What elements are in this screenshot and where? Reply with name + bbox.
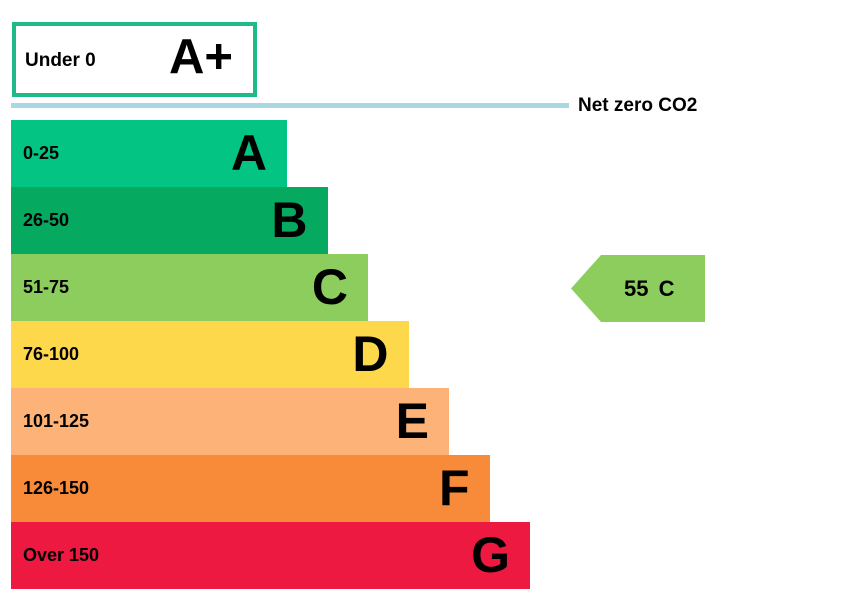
band-letter: F xyxy=(438,460,470,516)
net-zero-line xyxy=(11,103,569,108)
current-rating-text: 55 C xyxy=(611,255,705,322)
band-b: 26-50 B xyxy=(11,187,328,254)
band-e: 101-125 E xyxy=(11,388,449,455)
band-letter: B xyxy=(271,192,308,248)
band-letter: G xyxy=(471,527,510,583)
band-f: 126-150 F xyxy=(11,455,490,522)
band-range-label: 126-150 xyxy=(23,478,90,498)
band-letter: A xyxy=(230,125,267,181)
band-a: 0-25 A xyxy=(11,120,287,187)
band-range-label: 0-25 xyxy=(23,143,60,163)
band-letter: E xyxy=(395,393,429,449)
band-range-label: 101-125 xyxy=(23,411,90,431)
current-rating-value: 55 xyxy=(624,276,649,301)
band-range-label: 76-100 xyxy=(23,344,80,364)
current-rating-letter: C xyxy=(658,276,675,301)
band-aplus-letter: A+ xyxy=(169,30,234,84)
band-g: Over 150 G xyxy=(11,522,530,589)
band-letter: C xyxy=(311,259,348,315)
band-d: 76-100 D xyxy=(11,321,409,388)
band-aplus: Under 0 A+ xyxy=(12,22,257,97)
band-letter: D xyxy=(352,326,389,382)
band-range-label: Over 150 xyxy=(23,545,100,565)
current-rating-marker: 55 C xyxy=(571,255,705,322)
band-aplus-range: Under 0 xyxy=(25,50,96,71)
band-c: 51-75 C xyxy=(11,254,368,321)
net-zero-label: Net zero CO2 xyxy=(578,95,698,116)
band-range-label: 26-50 xyxy=(23,210,70,230)
current-rating-arrow xyxy=(571,255,705,322)
band-range-label: 51-75 xyxy=(23,277,70,297)
